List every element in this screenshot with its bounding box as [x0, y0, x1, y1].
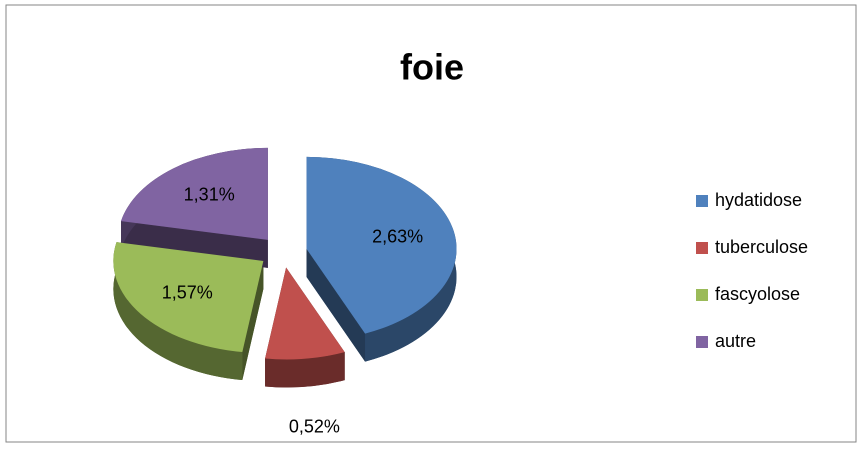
legend-swatch — [696, 289, 708, 301]
slice-wall — [121, 221, 268, 268]
slice — [121, 147, 268, 240]
slice — [306, 156, 457, 334]
chart-title: foie — [400, 47, 464, 88]
slice-wall — [306, 248, 366, 362]
legend-label: autre — [715, 331, 756, 351]
legend-label: hydatidose — [715, 190, 802, 210]
data-label: 1,31% — [184, 184, 235, 204]
slice — [265, 267, 345, 360]
data-label: 2,63% — [372, 226, 423, 246]
legend-swatch — [696, 336, 708, 348]
legend-label: fascyolose — [715, 284, 800, 304]
legend-swatch — [696, 242, 708, 254]
slice-wall — [242, 260, 264, 381]
data-label: 1,57% — [162, 282, 213, 302]
data-label: 0,52% — [289, 416, 340, 436]
legend-swatch — [696, 195, 708, 207]
legend-label: tuberculose — [715, 237, 808, 257]
slice-rim — [265, 352, 345, 388]
slice — [113, 242, 264, 353]
slice-rim — [113, 242, 243, 381]
